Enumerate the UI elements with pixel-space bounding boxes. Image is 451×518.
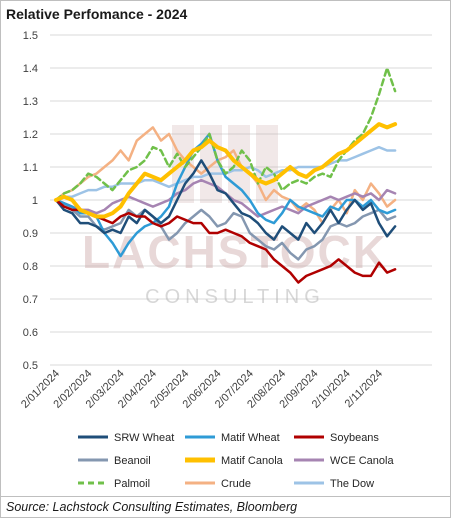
chart-title: Relative Perfomance - 2024 — [6, 6, 188, 22]
series-lines — [54, 66, 398, 284]
y-tick-label: 1.5 — [23, 30, 38, 42]
gridlines — [50, 34, 432, 366]
source-note: Source: Lachstock Consulting Estimates, … — [6, 500, 298, 514]
series-line-soybeans — [54, 198, 397, 284]
legend: SRW Wheat Matif Wheat Soybeans Beanoil Matif… — [78, 432, 394, 490]
y-tick-label: 0.6 — [23, 327, 38, 339]
x-axis-ticks: 2/01/20242/02/20242/03/20242/04/20242/05… — [19, 368, 385, 411]
legend-label: Matif Wheat — [221, 432, 280, 444]
y-tick-label: 0.5 — [23, 360, 38, 372]
y-tick-label: 0.9 — [23, 228, 38, 240]
legend-label: Beanoil — [114, 455, 151, 467]
y-axis-ticks: 0.5 0.6 0.7 0.8 0.9 1 1.1 1.2 1.3 1.4 1.5 — [23, 30, 38, 372]
series-line-palmoil — [54, 66, 397, 202]
legend-label: Palmoil — [114, 478, 150, 490]
watermark-text: LACHSTOCK — [82, 226, 388, 278]
y-tick-label: 1.1 — [23, 162, 38, 174]
source-divider — [0, 496, 451, 497]
y-tick-label: 1.3 — [23, 96, 38, 108]
legend-label: Soybeans — [330, 432, 379, 444]
legend-label: Crude — [221, 478, 251, 490]
legend-label: The Dow — [330, 478, 374, 490]
watermark-subtext: CONSULTING — [145, 286, 325, 308]
legend-label: WCE Canola — [330, 455, 394, 467]
y-tick-label: 1 — [32, 195, 38, 207]
y-tick-label: 0.8 — [23, 261, 38, 273]
y-tick-label: 1.2 — [23, 129, 38, 141]
legend-label: Matif Canola — [221, 455, 284, 467]
legend-label: SRW Wheat — [114, 432, 174, 444]
y-tick-label: 1.4 — [23, 63, 38, 75]
series-line-matif-wheat — [54, 132, 397, 258]
y-tick-label: 0.7 — [23, 294, 38, 306]
series-line-matif-canola — [54, 122, 398, 219]
series-line-srw-wheat — [54, 159, 397, 241]
